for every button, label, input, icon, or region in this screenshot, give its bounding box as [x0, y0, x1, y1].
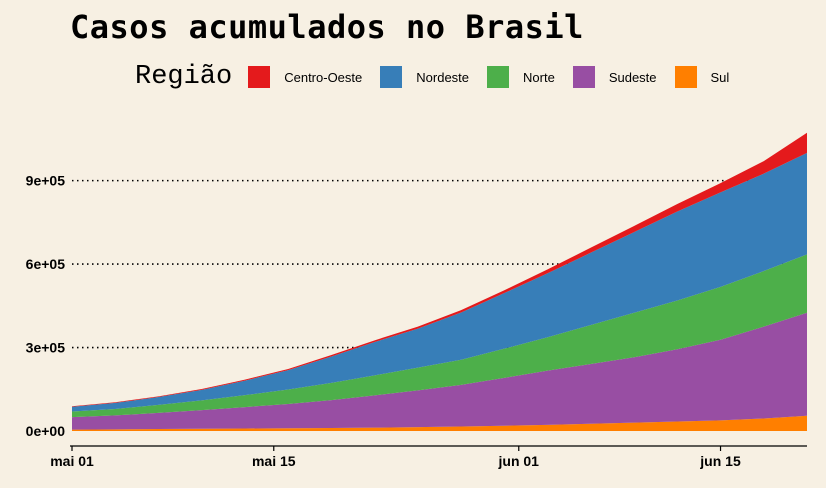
- x-tick-label: mai 15: [252, 453, 296, 469]
- area-nordeste: [72, 152, 807, 412]
- y-tick-label: 6e+05: [26, 256, 66, 272]
- legend-item-nordeste: Nordeste: [380, 66, 469, 88]
- y-tick-label: 3e+05: [26, 340, 66, 356]
- area-sudeste: [72, 312, 807, 430]
- legend-item-sul: Sul: [674, 66, 730, 88]
- y-tick-label: 9e+05: [26, 173, 66, 189]
- legend-swatch: [674, 66, 697, 88]
- area-norte: [72, 254, 807, 418]
- legend-swatch: [572, 66, 595, 88]
- stacked-areas: [72, 132, 807, 431]
- chart-title: Casos acumulados no Brasil: [70, 8, 584, 46]
- legend: Região Centro-Oeste Nordeste Norte Sudes…: [135, 62, 747, 92]
- legend-swatch: [248, 66, 271, 88]
- legend-label: Centro-Oeste: [284, 69, 363, 85]
- area-sul: [72, 415, 807, 431]
- x-tick-label: mai 01: [50, 453, 94, 469]
- axes: 0e+00 3e+05 6e+05 9e+05 mai 01 mai 15 jun 01 ju…: [26, 173, 807, 469]
- legend-label: Nordeste: [416, 69, 470, 85]
- legend-item-centro-oeste: Centro-Oeste: [248, 66, 362, 88]
- legend-swatch: [380, 66, 403, 88]
- legend-swatch: [487, 66, 510, 88]
- x-tick-label: jun 15: [699, 453, 741, 469]
- legend-label: Sudeste: [608, 69, 657, 85]
- legend-label: Norte: [523, 69, 555, 85]
- legend-title: Região: [135, 62, 233, 92]
- legend-item-sudeste: Sudeste: [572, 66, 657, 88]
- x-tick-label: jun 01: [498, 453, 540, 469]
- y-tick-label: 0e+00: [26, 423, 66, 439]
- legend-label: Sul: [710, 69, 730, 85]
- legend-item-norte: Norte: [487, 66, 555, 88]
